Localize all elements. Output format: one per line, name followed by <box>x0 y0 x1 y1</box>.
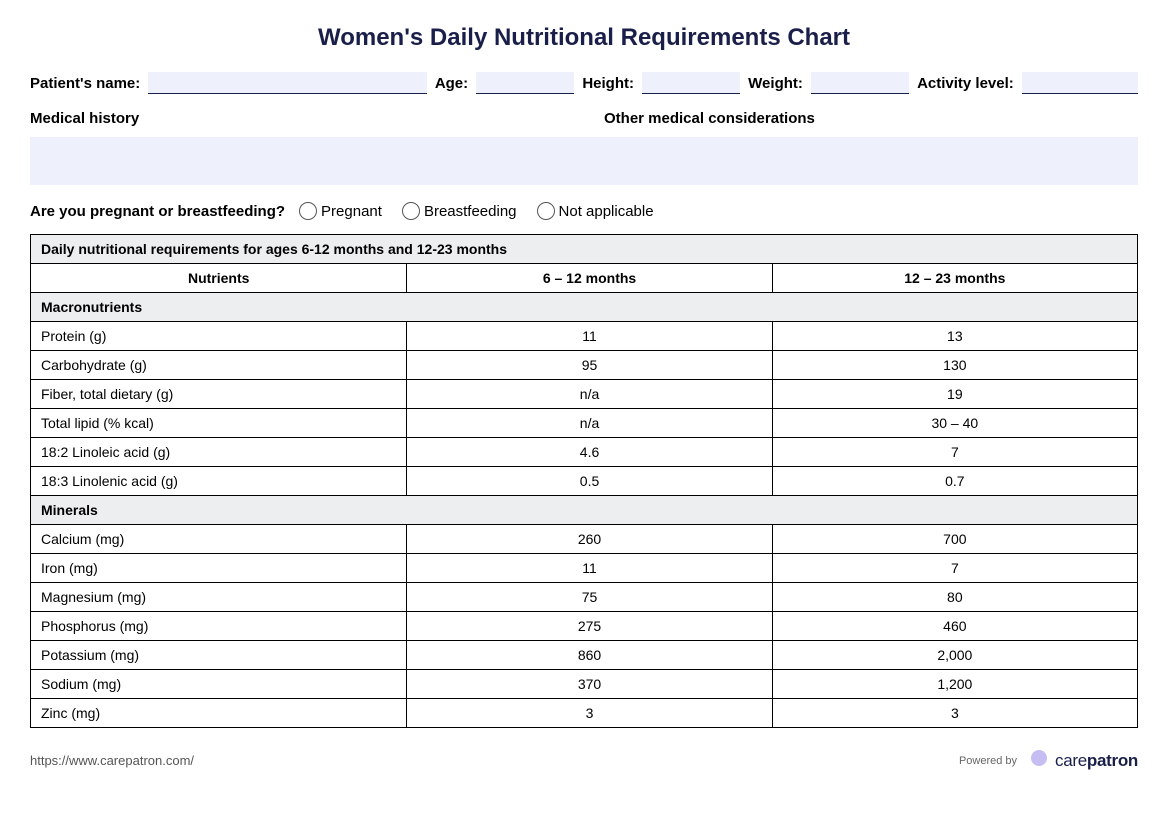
radio-label: Not applicable <box>559 203 654 220</box>
weight-label: Weight: <box>748 75 803 92</box>
radio-option-breastfeeding[interactable]: Breastfeeding <box>402 202 517 220</box>
value-12-23: 0.7 <box>772 467 1137 496</box>
height-input[interactable] <box>642 72 740 94</box>
patient-name-label: Patient's name: <box>30 75 140 92</box>
table-row: Phosphorus (mg)275460 <box>31 612 1138 641</box>
nutrient-name: Zinc (mg) <box>31 699 407 728</box>
table-row: Zinc (mg)33 <box>31 699 1138 728</box>
value-6-12: 860 <box>407 641 772 670</box>
value-6-12: 4.6 <box>407 438 772 467</box>
radio-option-pregnant[interactable]: Pregnant <box>299 202 382 220</box>
table-row: 18:2 Linoleic acid (g)4.67 <box>31 438 1138 467</box>
powered-by: Powered by carepatron <box>959 748 1138 773</box>
nutrient-name: Potassium (mg) <box>31 641 407 670</box>
age-input[interactable] <box>476 72 574 94</box>
value-12-23: 7 <box>772 438 1137 467</box>
radio-label: Pregnant <box>321 203 382 220</box>
radio-icon <box>402 202 420 220</box>
medical-history-input[interactable] <box>30 137 1138 185</box>
activity-label: Activity level: <box>917 75 1014 92</box>
value-6-12: n/a <box>407 409 772 438</box>
value-12-23: 700 <box>772 525 1137 554</box>
radio-option-na[interactable]: Not applicable <box>537 202 654 220</box>
col-header-12-23: 12 – 23 months <box>772 264 1137 293</box>
nutrient-name: Total lipid (% kcal) <box>31 409 407 438</box>
value-6-12: 370 <box>407 670 772 699</box>
radio-icon <box>299 202 317 220</box>
nutrition-table: Daily nutritional requirements for ages … <box>30 234 1138 728</box>
other-considerations-label: Other medical considerations <box>604 110 1138 127</box>
table-row: Calcium (mg)260700 <box>31 525 1138 554</box>
table-row: Fiber, total dietary (g)n/a19 <box>31 380 1138 409</box>
value-6-12: 11 <box>407 322 772 351</box>
nutrient-name: Carbohydrate (g) <box>31 351 407 380</box>
nutrient-name: Fiber, total dietary (g) <box>31 380 407 409</box>
footer: https://www.carepatron.com/ Powered by c… <box>30 748 1138 773</box>
value-6-12: 3 <box>407 699 772 728</box>
value-12-23: 1,200 <box>772 670 1137 699</box>
table-row: 18:3 Linolenic acid (g)0.50.7 <box>31 467 1138 496</box>
table-section-header: Minerals <box>31 496 1138 525</box>
carepatron-logo-icon <box>1023 748 1049 773</box>
radio-icon <box>537 202 555 220</box>
value-12-23: 7 <box>772 554 1137 583</box>
table-section-header: Macronutrients <box>31 293 1138 322</box>
pregnancy-question: Are you pregnant or breastfeeding? Pregn… <box>30 202 1138 220</box>
nutrient-name: Sodium (mg) <box>31 670 407 699</box>
powered-by-label: Powered by <box>959 755 1017 767</box>
nutrient-name: Protein (g) <box>31 322 407 351</box>
value-12-23: 2,000 <box>772 641 1137 670</box>
weight-input[interactable] <box>811 72 909 94</box>
height-label: Height: <box>582 75 634 92</box>
value-12-23: 19 <box>772 380 1137 409</box>
value-12-23: 130 <box>772 351 1137 380</box>
table-row: Protein (g)1113 <box>31 322 1138 351</box>
activity-input[interactable] <box>1022 72 1138 94</box>
value-6-12: 11 <box>407 554 772 583</box>
nutrient-name: Magnesium (mg) <box>31 583 407 612</box>
value-12-23: 30 – 40 <box>772 409 1137 438</box>
value-12-23: 13 <box>772 322 1137 351</box>
value-12-23: 80 <box>772 583 1137 612</box>
col-header-6-12: 6 – 12 months <box>407 264 772 293</box>
age-label: Age: <box>435 75 468 92</box>
table-row: Sodium (mg)3701,200 <box>31 670 1138 699</box>
nutrient-name: 18:3 Linolenic acid (g) <box>31 467 407 496</box>
medical-history-label: Medical history <box>30 110 564 127</box>
table-row: Magnesium (mg)7580 <box>31 583 1138 612</box>
table-row: Carbohydrate (g)95130 <box>31 351 1138 380</box>
table-row: Iron (mg)117 <box>31 554 1138 583</box>
value-6-12: 95 <box>407 351 772 380</box>
radio-label: Breastfeeding <box>424 203 517 220</box>
brand-name: carepatron <box>1055 751 1138 771</box>
nutrient-name: Phosphorus (mg) <box>31 612 407 641</box>
page: Women's Daily Nutritional Requirements C… <box>0 0 1168 787</box>
table-row: Total lipid (% kcal)n/a30 – 40 <box>31 409 1138 438</box>
nutrient-name: Calcium (mg) <box>31 525 407 554</box>
patient-name-input[interactable] <box>148 72 427 94</box>
value-6-12: n/a <box>407 380 772 409</box>
table-row: Potassium (mg)8602,000 <box>31 641 1138 670</box>
value-6-12: 260 <box>407 525 772 554</box>
table-caption: Daily nutritional requirements for ages … <box>31 235 1138 264</box>
value-12-23: 460 <box>772 612 1137 641</box>
history-row: Medical history Other medical considerat… <box>30 108 1138 131</box>
nutrient-name: Iron (mg) <box>31 554 407 583</box>
col-header-nutrients: Nutrients <box>31 264 407 293</box>
value-6-12: 0.5 <box>407 467 772 496</box>
question-label: Are you pregnant or breastfeeding? <box>30 203 285 220</box>
patient-info-row: Patient's name: Age: Height: Weight: Act… <box>30 72 1138 94</box>
value-6-12: 75 <box>407 583 772 612</box>
nutrient-name: 18:2 Linoleic acid (g) <box>31 438 407 467</box>
footer-url[interactable]: https://www.carepatron.com/ <box>30 753 194 768</box>
value-12-23: 3 <box>772 699 1137 728</box>
page-title: Women's Daily Nutritional Requirements C… <box>30 24 1138 52</box>
value-6-12: 275 <box>407 612 772 641</box>
